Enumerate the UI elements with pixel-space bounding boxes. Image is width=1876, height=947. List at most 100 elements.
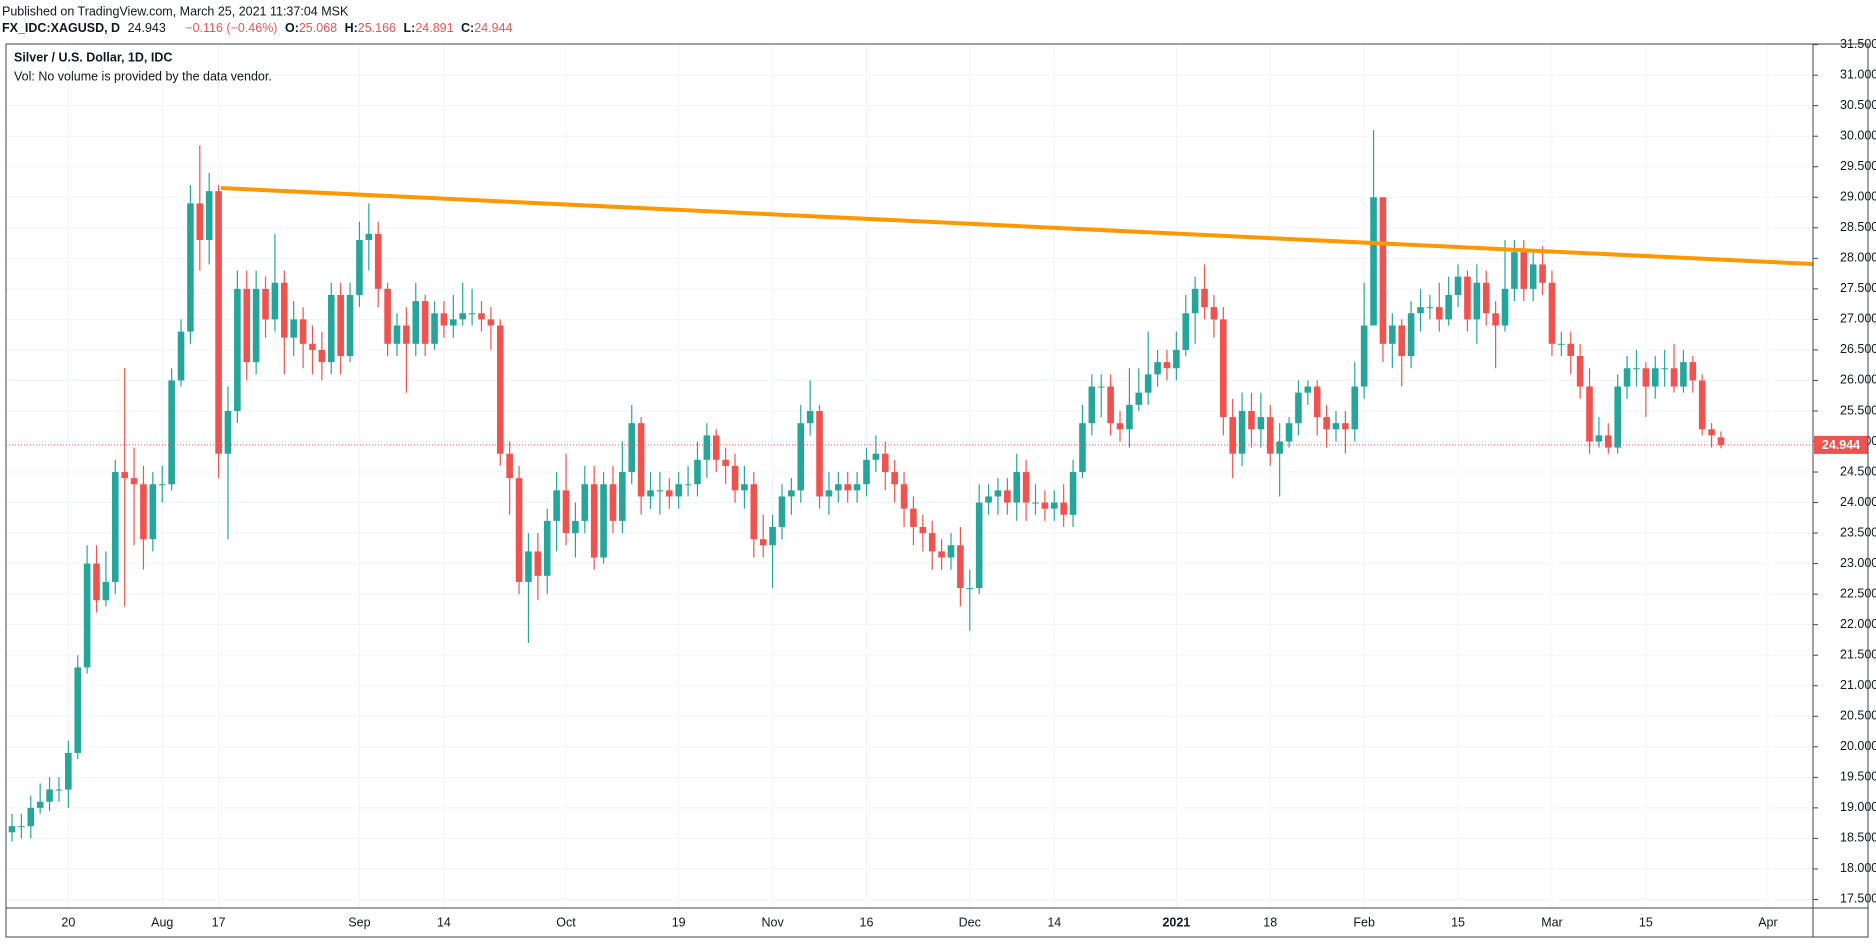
candle-body [1210,307,1218,320]
candle-body [1201,288,1208,308]
candle-body [1698,380,1706,430]
chart-subtitle: Vol: No volume is provided by the data v… [14,69,272,83]
y-tick-label: 22.000 [1840,617,1876,631]
candle-body [778,496,786,527]
candle-body [177,331,185,381]
candle-body [1276,441,1283,454]
candle-body [553,490,560,521]
candle-body [1539,264,1546,283]
candle-body [985,496,992,503]
x-tick-label: Dec [959,915,981,929]
candles [6,130,1813,842]
y-tick-label: 24.500 [1840,464,1876,478]
y-tick-label: 30.000 [1840,128,1876,142]
candle-body [881,453,889,473]
candle-body [46,789,53,802]
candle-body [1088,386,1096,424]
y-tick-label: 22.500 [1840,586,1876,600]
candle-body [111,472,119,582]
candle-body [18,826,25,828]
candle-body [994,490,1002,497]
candle-body [975,502,983,589]
candle-body [1013,472,1021,503]
candle-body [590,484,598,558]
candle-body [412,301,420,344]
x-tick-label: 15 [1639,915,1653,929]
candle-body [243,288,251,363]
y-tick-label: 27.500 [1840,281,1876,295]
axes: 17.500 18.000 18.500 19.000 19.500 20.000 20.5… [61,37,1876,929]
candle-body [1407,313,1415,357]
y-tick-label: 25.500 [1840,403,1876,417]
y-tick-label: 19.000 [1840,800,1876,814]
candle-body [1370,197,1377,326]
candle-body [1022,472,1030,503]
last-price-box [1814,435,1868,454]
candle-body [1426,307,1434,309]
candle-body [318,349,326,363]
candle-body [1126,404,1133,430]
candle-body [1041,502,1049,509]
y-tick-label: 30.500 [1840,98,1876,112]
candle-body [835,484,842,491]
candle-body [271,282,279,320]
candle-body [1529,264,1537,289]
candle-body [816,410,823,497]
x-tick-label: Aug [151,915,173,929]
candle-body [853,484,861,491]
x-tick-label: Mar [1541,915,1563,929]
candle-body [712,435,720,460]
candle-body [1323,417,1330,430]
candle-body [93,563,100,601]
candle-body [356,240,363,295]
y-tick-label: 26.500 [1840,342,1876,356]
grid [6,44,1813,908]
candle-body [1032,502,1039,504]
candle-body [1651,368,1659,387]
candle-body [741,484,748,491]
candle-body [450,319,457,326]
open-label: O: [285,21,299,35]
candle-body [121,472,128,479]
candle-body [290,319,297,338]
candle-body [1182,313,1190,350]
candle-body [1313,386,1321,418]
y-tick-label: 23.000 [1840,556,1876,570]
candle-body [327,294,335,363]
candle-body [468,313,476,315]
candle-body [1548,282,1556,344]
candle-body [1191,288,1199,314]
y-tick-label: 20.000 [1840,739,1876,753]
candle-body [1445,294,1452,320]
candle-body [1558,343,1565,345]
candle-body [215,191,222,454]
x-tick-label: 2021 [1162,915,1190,929]
high-value: 25.166 [358,21,396,35]
candle-body [600,484,607,558]
candle-body [928,533,936,552]
y-tick-label: 21.000 [1840,678,1876,692]
candle-body [168,380,175,485]
candle-body [684,484,692,486]
candle-body [1708,429,1715,436]
candle-body [1633,368,1640,370]
candle-body [1144,374,1152,393]
candle-body [656,490,664,492]
candle-body [572,520,579,534]
candle-body [1511,252,1518,289]
candle-body [346,294,354,357]
candle-body [196,203,204,241]
candle-body [393,325,401,344]
candle-body [957,545,964,589]
x-tick-label: 19 [672,915,686,929]
x-tick-label: Sep [348,915,370,929]
candle-body [637,423,645,497]
candle-body [1248,410,1255,430]
candle-body [421,301,429,344]
candle-body [102,581,110,601]
candle-body [1464,276,1471,320]
candle-body [36,801,44,808]
y-tick-label: 29.500 [1840,159,1876,173]
